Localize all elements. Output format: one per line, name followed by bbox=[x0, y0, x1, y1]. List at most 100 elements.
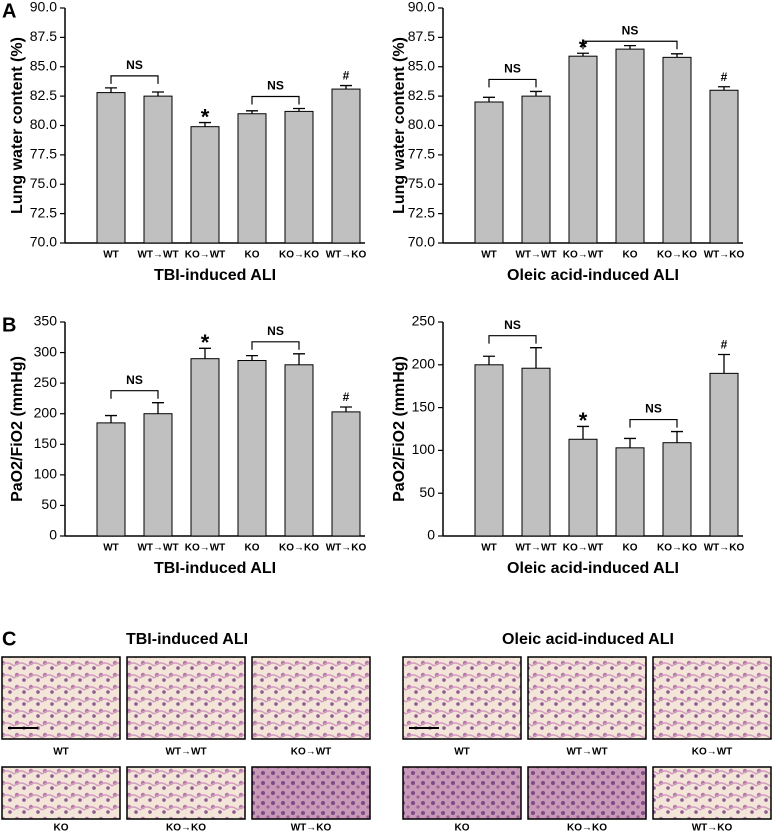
x-tick-label: KO→KO bbox=[657, 543, 697, 554]
error-bar bbox=[483, 355, 495, 365]
error-bar bbox=[624, 44, 636, 50]
x-tick-label: KO→KO bbox=[657, 250, 697, 261]
y-tick-label: 75.0 bbox=[408, 175, 435, 191]
bar bbox=[96, 422, 126, 537]
y-tick-label: 50 bbox=[41, 496, 57, 512]
y-tick-label: 80.0 bbox=[408, 116, 435, 132]
bar bbox=[521, 367, 551, 537]
micrograph bbox=[402, 766, 522, 820]
x-axis-label: TBI-induced ALI bbox=[154, 267, 276, 284]
micrograph-caption: WT→WT bbox=[566, 747, 607, 758]
x-tick-label: WT→KO bbox=[326, 250, 367, 261]
y-tick-label: 0 bbox=[49, 527, 57, 543]
error-bar bbox=[340, 84, 352, 90]
error-bar bbox=[105, 414, 117, 423]
y-tick-label: 250 bbox=[34, 374, 58, 390]
x-tick-label: KO bbox=[623, 543, 638, 554]
ns-bracket bbox=[110, 75, 159, 84]
y-axis-label: PaO2/FiO2 (mmHg) bbox=[9, 356, 26, 502]
micrograph bbox=[1, 766, 121, 820]
x-axis-label: Oleic acid-induced ALI bbox=[507, 267, 679, 284]
micrograph-caption: KO bbox=[54, 823, 69, 834]
x-tick-label: KO→WT bbox=[185, 250, 226, 261]
bar bbox=[521, 95, 551, 244]
bar bbox=[474, 101, 504, 244]
x-tick-label: WT→WT bbox=[515, 543, 556, 554]
annotation: * bbox=[201, 104, 210, 129]
annotation: NS bbox=[267, 79, 284, 93]
y-tick-label: 77.5 bbox=[408, 146, 435, 162]
micrograph bbox=[126, 766, 246, 820]
error-bar bbox=[530, 347, 542, 369]
micrograph bbox=[527, 766, 647, 820]
y-tick-label: 70.0 bbox=[30, 234, 57, 250]
x-tick-label: WT→KO bbox=[704, 250, 745, 261]
micrograph-caption: KO→KO bbox=[166, 823, 206, 834]
ns-bracket bbox=[251, 95, 300, 105]
error-bar bbox=[152, 91, 164, 97]
micrograph-caption: WT→WT bbox=[165, 747, 206, 758]
x-tick-label: WT bbox=[481, 543, 497, 554]
x-tick-label: KO→WT bbox=[563, 543, 604, 554]
x-tick-label: KO→KO bbox=[279, 543, 319, 554]
micrograph bbox=[251, 656, 371, 740]
y-axis-label: Lung water content (%) bbox=[391, 37, 408, 214]
y-tick-label: 200 bbox=[34, 404, 58, 420]
micrograph bbox=[652, 766, 772, 820]
error-bar bbox=[718, 353, 730, 374]
bar bbox=[190, 126, 220, 244]
annotation: # bbox=[343, 390, 350, 404]
y-tick-label: 70.0 bbox=[408, 234, 435, 250]
y-tick-label: 82.5 bbox=[408, 87, 435, 103]
y-tick-label: 77.5 bbox=[30, 146, 57, 162]
annotation: * bbox=[579, 408, 588, 433]
section-title: Oleic acid-induced ALI bbox=[502, 631, 674, 648]
y-tick-label: 350 bbox=[34, 313, 58, 329]
y-tick-label: 250 bbox=[412, 313, 436, 329]
y-tick-label: 87.5 bbox=[408, 28, 435, 44]
x-tick-label: WT→WT bbox=[515, 250, 556, 261]
error-bar bbox=[340, 406, 352, 412]
x-tick-label: WT bbox=[103, 543, 119, 554]
micrograph bbox=[251, 766, 371, 820]
y-tick-label: 85.0 bbox=[30, 57, 57, 73]
annotation: NS bbox=[126, 373, 143, 387]
y-tick-label: 80.0 bbox=[30, 116, 57, 132]
panel-label: A bbox=[2, 0, 16, 22]
annotation: NS bbox=[504, 62, 521, 76]
y-tick-label: 72.5 bbox=[408, 204, 435, 220]
micrograph-caption: WT bbox=[454, 747, 470, 758]
bar bbox=[284, 364, 314, 537]
bar bbox=[662, 442, 692, 537]
ns-bracket bbox=[582, 40, 678, 50]
x-tick-label: KO→WT bbox=[563, 250, 604, 261]
error-bar bbox=[624, 437, 636, 448]
error-bar bbox=[671, 430, 683, 443]
bar bbox=[615, 447, 645, 537]
y-axis-label: Lung water content (%) bbox=[9, 37, 26, 214]
ns-bracket bbox=[251, 341, 300, 350]
micrograph bbox=[402, 656, 522, 740]
micrograph bbox=[126, 656, 246, 740]
bar bbox=[709, 89, 739, 244]
micrograph-caption: KO→WT bbox=[692, 747, 733, 758]
bar bbox=[143, 413, 173, 537]
annotation: NS bbox=[622, 23, 639, 37]
micrograph-caption: WT bbox=[53, 747, 69, 758]
error-bar bbox=[671, 53, 683, 58]
y-tick-label: 100 bbox=[412, 441, 436, 457]
bar bbox=[615, 48, 645, 244]
y-tick-label: 82.5 bbox=[30, 87, 57, 103]
x-tick-label: KO→KO bbox=[279, 250, 319, 261]
bar bbox=[568, 438, 598, 537]
x-axis-label: TBI-induced ALI bbox=[154, 560, 276, 577]
error-bar bbox=[246, 354, 258, 361]
bar bbox=[568, 55, 598, 244]
y-tick-label: 150 bbox=[34, 435, 58, 451]
ns-bracket bbox=[488, 335, 537, 344]
y-tick-label: 300 bbox=[34, 343, 58, 359]
y-tick-label: 90.0 bbox=[408, 0, 435, 15]
y-tick-label: 75.0 bbox=[30, 175, 57, 191]
y-tick-label: 50 bbox=[419, 484, 435, 500]
x-tick-label: WT bbox=[481, 250, 497, 261]
